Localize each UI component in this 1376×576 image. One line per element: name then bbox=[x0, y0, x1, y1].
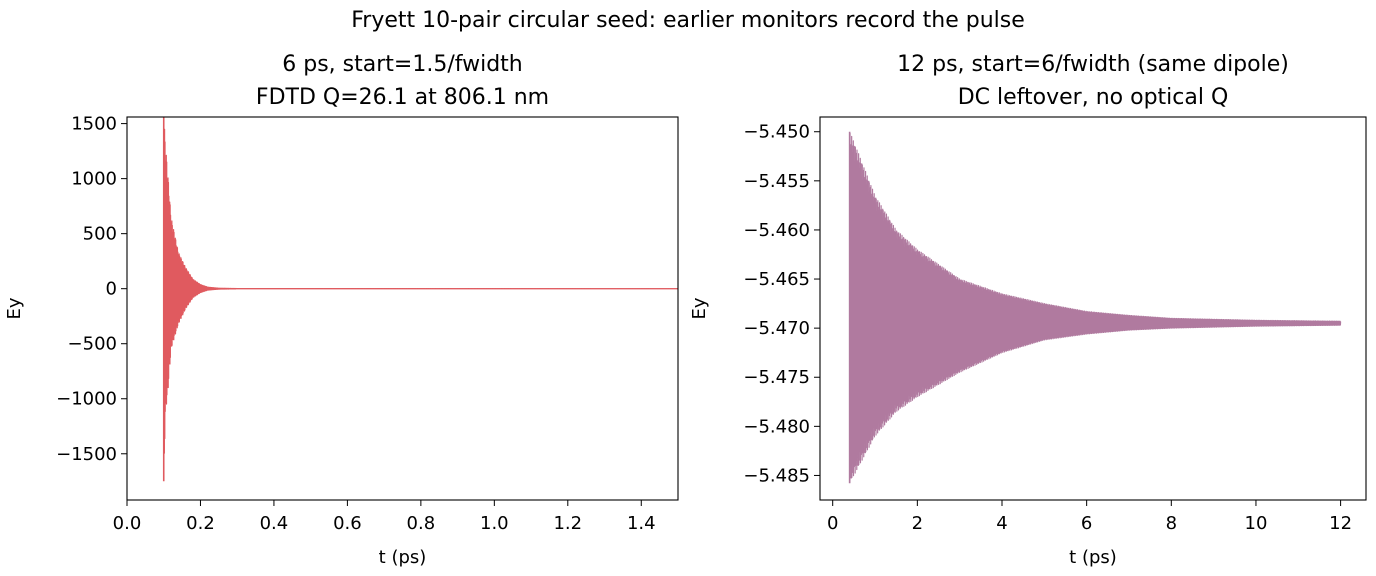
x-axis-label: t (ps) bbox=[1069, 547, 1117, 568]
x-tick-label: 1.4 bbox=[627, 513, 656, 534]
axes-frame bbox=[126, 116, 679, 501]
axes-frame bbox=[819, 116, 1367, 501]
x-tick-label: 12 bbox=[1329, 513, 1352, 534]
series-line bbox=[163, 128, 678, 454]
y-tick-label: −5.485 bbox=[743, 465, 810, 486]
x-tick-label: 2 bbox=[912, 513, 923, 534]
right-panel: 12 ps, start=6/fwidth (same dipole) DC le… bbox=[689, 52, 1367, 568]
trace-group bbox=[848, 131, 1342, 484]
series-line bbox=[849, 132, 1342, 483]
x-tick-label: 4 bbox=[996, 513, 1007, 534]
x-tick-label: 10 bbox=[1245, 513, 1268, 534]
x-tick-label: 1.0 bbox=[480, 513, 509, 534]
x-tick-label: 0.4 bbox=[260, 513, 289, 534]
panel-subtitle: DC leftover, no optical Q bbox=[958, 85, 1229, 110]
x-tick-label: 0.2 bbox=[186, 513, 215, 534]
y-axis-label: Ey bbox=[689, 297, 710, 319]
y-tick-label: −5.450 bbox=[743, 122, 810, 143]
x-tick-label: 0.0 bbox=[113, 513, 142, 534]
y-axis-label: Ey bbox=[4, 297, 25, 319]
x-tick-label: 1.2 bbox=[553, 513, 582, 534]
y-tick-label: −1500 bbox=[56, 444, 117, 465]
y-tick-label: −5.460 bbox=[743, 220, 810, 241]
y-tick-label: 500 bbox=[83, 224, 117, 245]
panel-title: 6 ps, start=1.5/fwidth bbox=[282, 52, 522, 77]
left-panel: 6 ps, start=1.5/fwidth FDTD Q=26.1 at 806… bbox=[4, 52, 679, 568]
y-tick-label: −1000 bbox=[56, 389, 117, 410]
y-tick-label: 1500 bbox=[71, 114, 117, 135]
y-tick-label: −5.465 bbox=[743, 269, 810, 290]
x-tick-label: 0 bbox=[827, 513, 838, 534]
x-tick-label: 8 bbox=[1166, 513, 1177, 534]
y-tick-label: −500 bbox=[68, 334, 117, 355]
y-tick-label: −5.480 bbox=[743, 416, 810, 437]
y-tick-label: −5.455 bbox=[743, 171, 810, 192]
y-tick-label: −5.475 bbox=[743, 367, 810, 388]
x-axis-label: t (ps) bbox=[379, 547, 427, 568]
panel-subtitle: FDTD Q=26.1 at 806.1 nm bbox=[256, 85, 549, 110]
y-tick-label: 1000 bbox=[71, 169, 117, 190]
figure-suptitle: Fryett 10-pair circular seed: earlier mo… bbox=[351, 8, 1025, 33]
x-tick-label: 0.6 bbox=[333, 513, 362, 534]
trace-group bbox=[162, 117, 678, 482]
y-tick-label: −5.470 bbox=[743, 318, 810, 339]
y-tick-label: 0 bbox=[106, 279, 117, 300]
x-tick-label: 0.8 bbox=[407, 513, 436, 534]
x-tick-label: 6 bbox=[1081, 513, 1092, 534]
panel-title: 12 ps, start=6/fwidth (same dipole) bbox=[897, 52, 1289, 77]
